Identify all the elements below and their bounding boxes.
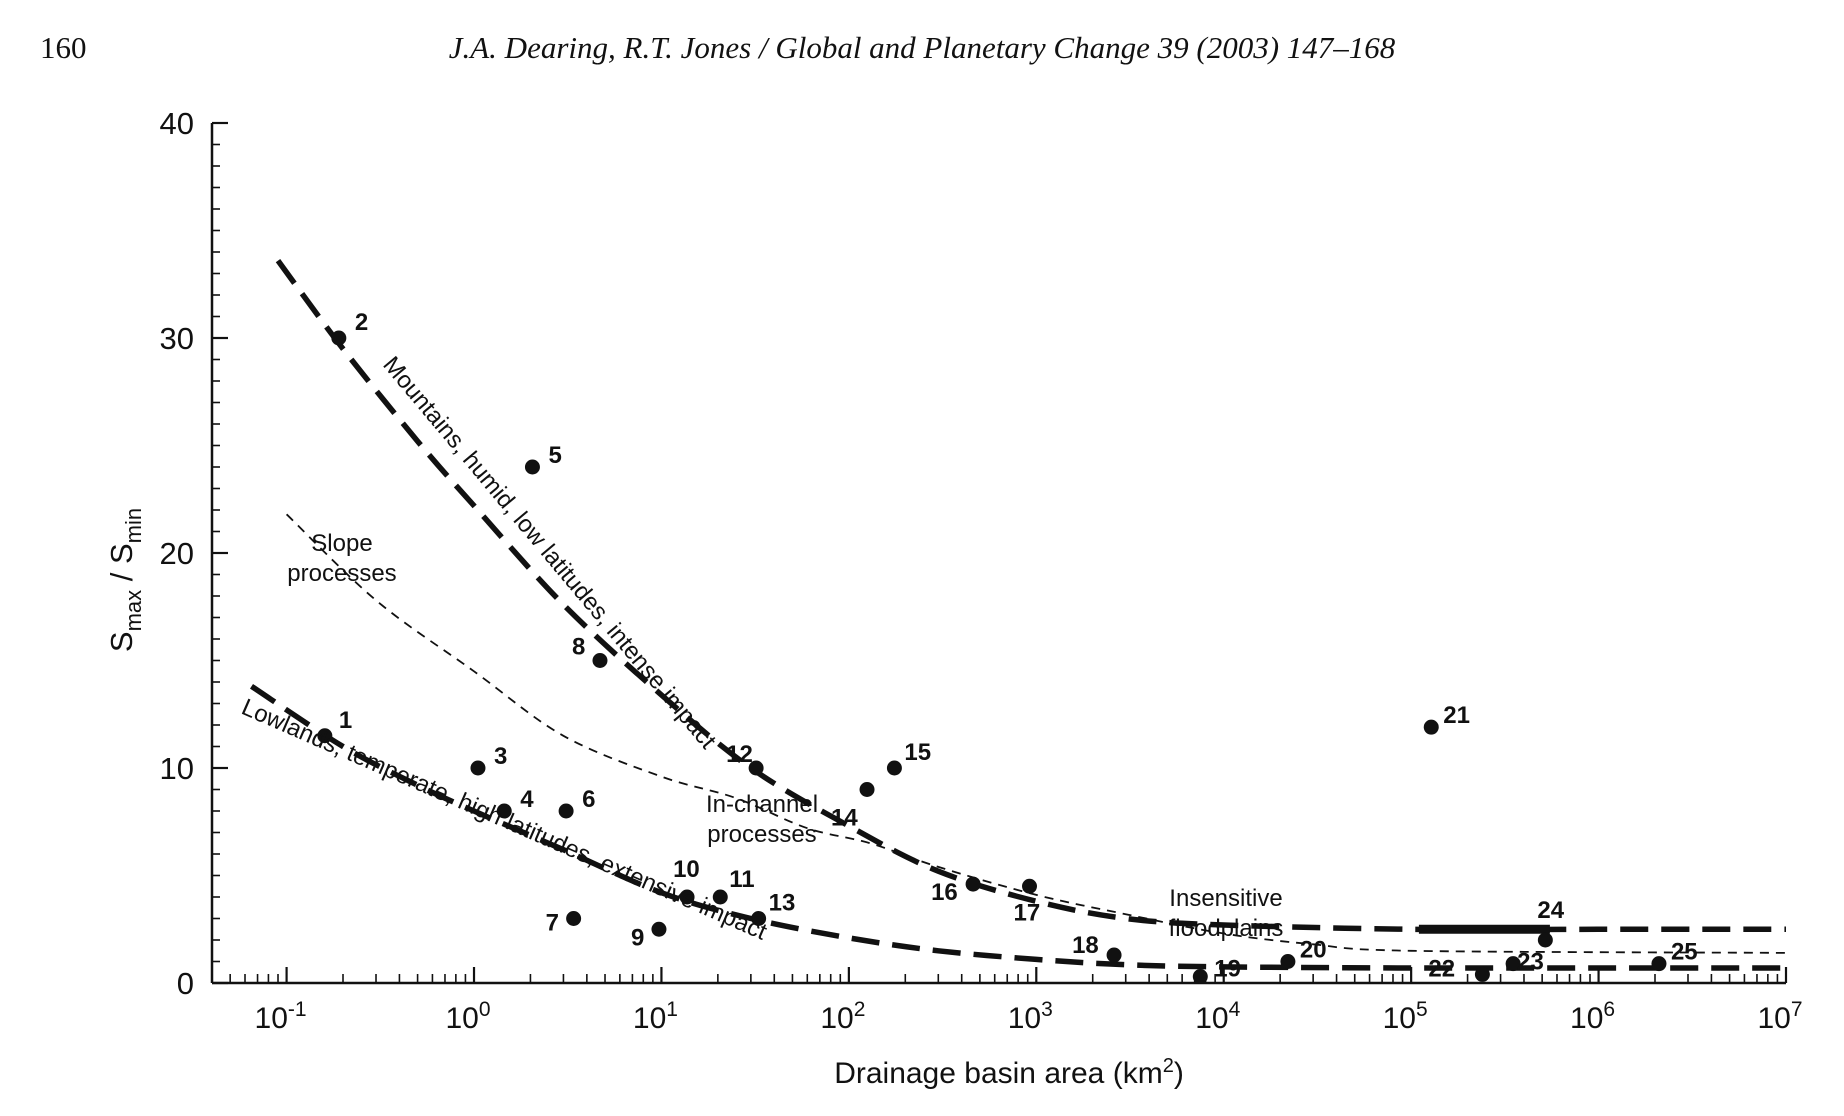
data-point-13 <box>751 911 767 926</box>
x-tick-label: 105 <box>1383 998 1428 1035</box>
mountains-curve-label: Mountains, humid, low latitudes, intense… <box>377 352 721 755</box>
data-point-17 <box>1022 878 1038 894</box>
process-divide-curve <box>285 513 1787 954</box>
data-point-12 <box>748 760 764 776</box>
data-point-4 <box>496 803 512 819</box>
data-point-label: 3 <box>494 743 507 770</box>
slope-label: Slope <box>311 530 372 557</box>
data-point-3 <box>470 760 486 776</box>
annotations: Mountains, humid, low latitudes, intense… <box>238 352 1284 946</box>
data-point-14 <box>859 782 875 797</box>
data-point-22 <box>1474 966 1490 982</box>
y-major-ticks: 0 10 20 30 40 <box>160 106 228 1001</box>
x-tick-label: 101 <box>633 998 678 1035</box>
x-tick-label: 103 <box>1008 998 1053 1035</box>
data-point-label: 9 <box>631 924 644 951</box>
data-point-2 <box>331 330 347 346</box>
x-tick-label: 100 <box>445 998 490 1035</box>
data-point-label: 25 <box>1671 939 1698 966</box>
data-point-label: 1 <box>339 707 352 734</box>
data-point-label: 10 <box>673 856 700 883</box>
slope-processes-label: processes <box>287 560 396 587</box>
data-point-label: 2 <box>355 309 368 336</box>
data-point-label: 18 <box>1072 932 1099 959</box>
data-point-9 <box>651 921 667 937</box>
data-point-label: 15 <box>904 739 931 766</box>
data-point-label: 6 <box>582 786 595 813</box>
x-axis-title: Drainage basin area (km2) <box>834 1055 1184 1090</box>
y-tick-label: 30 <box>160 321 194 356</box>
data-point-label: 7 <box>546 910 559 937</box>
envelope-curves <box>249 258 1787 971</box>
running-header-citation: J.A. Dearing, R.T. Jones / Global and Pl… <box>448 30 1396 65</box>
data-point-label: 5 <box>548 442 561 469</box>
data-point-label: 12 <box>726 741 753 768</box>
data-point-16 <box>965 876 981 892</box>
data-point-label: 23 <box>1517 949 1544 976</box>
data-point-10 <box>679 889 695 905</box>
data-point-label: 4 <box>520 786 534 813</box>
y-tick-label: 10 <box>160 751 194 786</box>
lower-envelope-curve <box>249 683 1786 971</box>
y-axis-title: Smax / Smin <box>104 508 146 652</box>
y-tick-label: 0 <box>177 966 194 1001</box>
data-point-20 <box>1280 954 1296 969</box>
in-channel-label: In-channel <box>706 791 818 818</box>
x-tick-label: 102 <box>820 998 865 1035</box>
data-point-label: 16 <box>931 879 958 906</box>
data-point-7 <box>566 911 582 926</box>
data-point-19 <box>1192 969 1208 985</box>
data-point-label: 24 <box>1537 897 1564 924</box>
data-point-5 <box>524 459 540 475</box>
y-tick-label: 40 <box>160 106 194 141</box>
x-tick-label: 107 <box>1757 998 1802 1035</box>
data-point-18 <box>1106 947 1122 963</box>
y-tick-label: 20 <box>160 536 194 571</box>
data-point-label: 20 <box>1300 937 1327 964</box>
insensitive-label: Insensitive <box>1169 885 1282 912</box>
y-minor-ticks <box>212 122 220 984</box>
data-point-8 <box>592 653 608 668</box>
data-point-11 <box>712 889 728 905</box>
data-point-label: 11 <box>729 866 754 893</box>
x-tick-label: 104 <box>1195 998 1240 1035</box>
x-ticks: 10-1 100 101 102 103 104 105 106 107 <box>211 967 1803 1035</box>
data-point-label: 21 <box>1443 702 1470 729</box>
data-point-label: 19 <box>1214 956 1241 983</box>
data-point-1 <box>317 728 333 744</box>
x-tick-label: 10-1 <box>255 998 307 1035</box>
data-point-label: 17 <box>1014 899 1041 926</box>
data-point-21 <box>1423 719 1439 735</box>
floodplains-label: floodplains <box>1169 915 1284 942</box>
data-point-23 <box>1505 956 1521 972</box>
in-channel-processes-label: processes <box>707 821 816 848</box>
data-point-15 <box>886 760 902 776</box>
data-point-label: 13 <box>769 890 796 917</box>
page-number: 160 <box>40 30 87 65</box>
data-point-25 <box>1651 956 1667 972</box>
data-point-label: 14 <box>831 805 858 832</box>
page-header: 160 J.A. Dearing, R.T. Jones / Global an… <box>0 0 1844 100</box>
upper-envelope-curve <box>275 258 1786 933</box>
data-point-6 <box>558 803 574 819</box>
data-point-label: 8 <box>572 634 585 661</box>
x-tick-label: 106 <box>1570 998 1615 1035</box>
data-point-label: 22 <box>1428 955 1455 982</box>
data-point-24 <box>1537 932 1553 948</box>
